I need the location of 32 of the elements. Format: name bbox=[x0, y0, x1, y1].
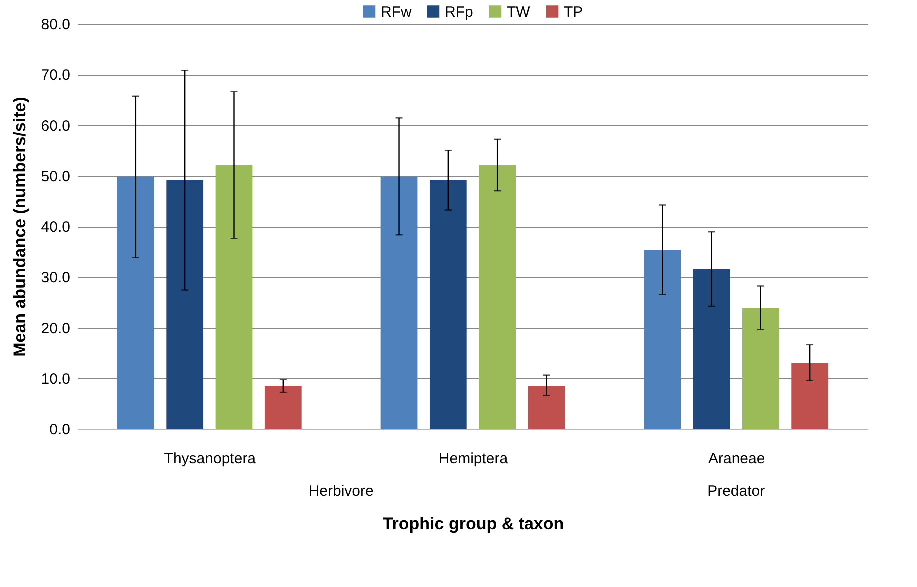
bar bbox=[528, 386, 566, 429]
legend-label: TP bbox=[564, 4, 584, 21]
bar bbox=[264, 386, 302, 429]
y-tick-label: 30.0 bbox=[41, 270, 70, 287]
legend-label: RFp bbox=[445, 4, 474, 21]
y-tick-label: 50.0 bbox=[41, 168, 70, 186]
bar bbox=[166, 180, 204, 429]
text: Herbivore bbox=[308, 483, 374, 500]
bar bbox=[742, 308, 780, 429]
bar bbox=[118, 176, 154, 429]
x-tick-label: Thysanoptera bbox=[164, 450, 257, 468]
bar bbox=[693, 270, 730, 429]
bar bbox=[792, 363, 828, 429]
y-tick-label: 0.0 bbox=[50, 422, 70, 438]
y-tick-label: 80.0 bbox=[41, 16, 70, 34]
y-tick-label: 60.0 bbox=[41, 118, 70, 135]
y-tick-label: 70.0 bbox=[41, 67, 70, 84]
y-axis-title: Mean abundance (numbers/site) bbox=[10, 97, 30, 357]
bar bbox=[216, 165, 253, 429]
bar bbox=[479, 165, 516, 429]
bar bbox=[430, 180, 467, 429]
x-axis-title: Trophic group & taxon bbox=[382, 514, 564, 534]
legend-label: TW bbox=[507, 4, 532, 21]
bar bbox=[380, 176, 418, 429]
y-tick-label: 10.0 bbox=[41, 370, 70, 388]
bar bbox=[644, 250, 682, 429]
y-tick-label: 20.0 bbox=[41, 320, 70, 338]
legend-label: RFw bbox=[381, 4, 412, 21]
x-tick-label: Hemiptera bbox=[438, 450, 509, 468]
x-tick-label: Araneae bbox=[708, 450, 766, 468]
y-tick-label: 40.0 bbox=[41, 219, 70, 236]
text: Predator bbox=[708, 483, 766, 500]
